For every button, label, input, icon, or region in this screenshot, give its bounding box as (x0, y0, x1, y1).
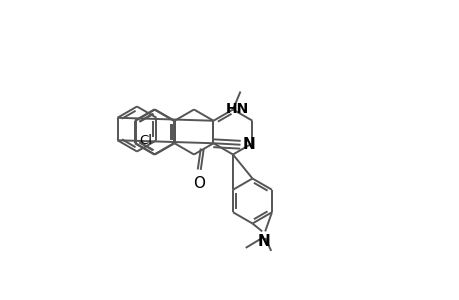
Text: O: O (193, 176, 205, 191)
Text: N: N (257, 234, 269, 249)
Text: HN: HN (226, 102, 249, 116)
Text: N: N (242, 137, 255, 152)
Text: Cl: Cl (139, 134, 151, 147)
